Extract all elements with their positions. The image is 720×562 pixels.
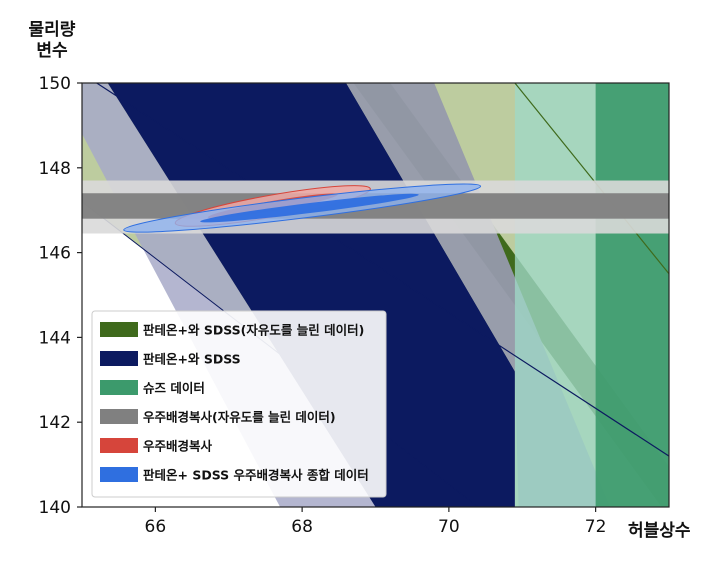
legend-label: 슈즈 데이터 — [143, 381, 205, 396]
pantheon-boundary-line-a — [96, 83, 669, 457]
x-tick-label: 66 — [145, 517, 167, 537]
x-ticks: 66 68 70 72 — [145, 507, 607, 537]
y-tick-label: 150 — [39, 74, 71, 94]
y-axis-label: 물리량 변수 — [22, 20, 82, 62]
pantheon-boundary-line-b — [514, 83, 669, 275]
legend-swatch — [100, 438, 138, 453]
legend: 판테온+와 SDSS(자유도를 늘린 데이터) 판테온+와 SDSS 슈즈 데이터우… — [91, 310, 387, 498]
legend-swatch — [100, 322, 138, 337]
y-tick-label: 148 — [39, 159, 71, 179]
shoes-inner-band — [595, 83, 669, 507]
plot-frame — [81, 82, 670, 508]
legend-label: 우주배경복사 — [143, 439, 213, 454]
legend-label: 우주배경복사(자유도를 늘린 데이터) — [143, 410, 336, 425]
x-tick-label: 68 — [291, 517, 313, 537]
legend-label: 판테온+와 SDSS — [143, 352, 241, 367]
y-tick-label: 142 — [39, 413, 71, 433]
y-tick-label: 140 — [39, 498, 71, 518]
y-axis-label-line-1: 물리량 — [28, 20, 76, 40]
legend-label: 판테온+ SDSS 우주배경복사 종합 데이터 — [143, 468, 369, 483]
y-axis-label-line-2: 변수 — [36, 41, 68, 61]
legend-swatch — [100, 351, 138, 366]
combined-ellipse-inner — [200, 193, 419, 223]
legend-box — [91, 310, 387, 498]
legend-label: 판테온+와 SDSS(자유도를 늘린 데이터) — [143, 323, 364, 338]
legend-swatch — [100, 409, 138, 424]
y-ticks: 140 142 144 146 148 150 — [39, 74, 82, 518]
x-axis-label: 허블상수 — [628, 521, 691, 541]
y-tick-label: 144 — [39, 328, 71, 348]
legend-swatch — [100, 380, 138, 395]
x-tick-label: 70 — [438, 517, 460, 537]
x-tick-label: 72 — [585, 517, 607, 537]
legend-swatch — [100, 467, 138, 482]
y-tick-label: 146 — [39, 244, 71, 264]
